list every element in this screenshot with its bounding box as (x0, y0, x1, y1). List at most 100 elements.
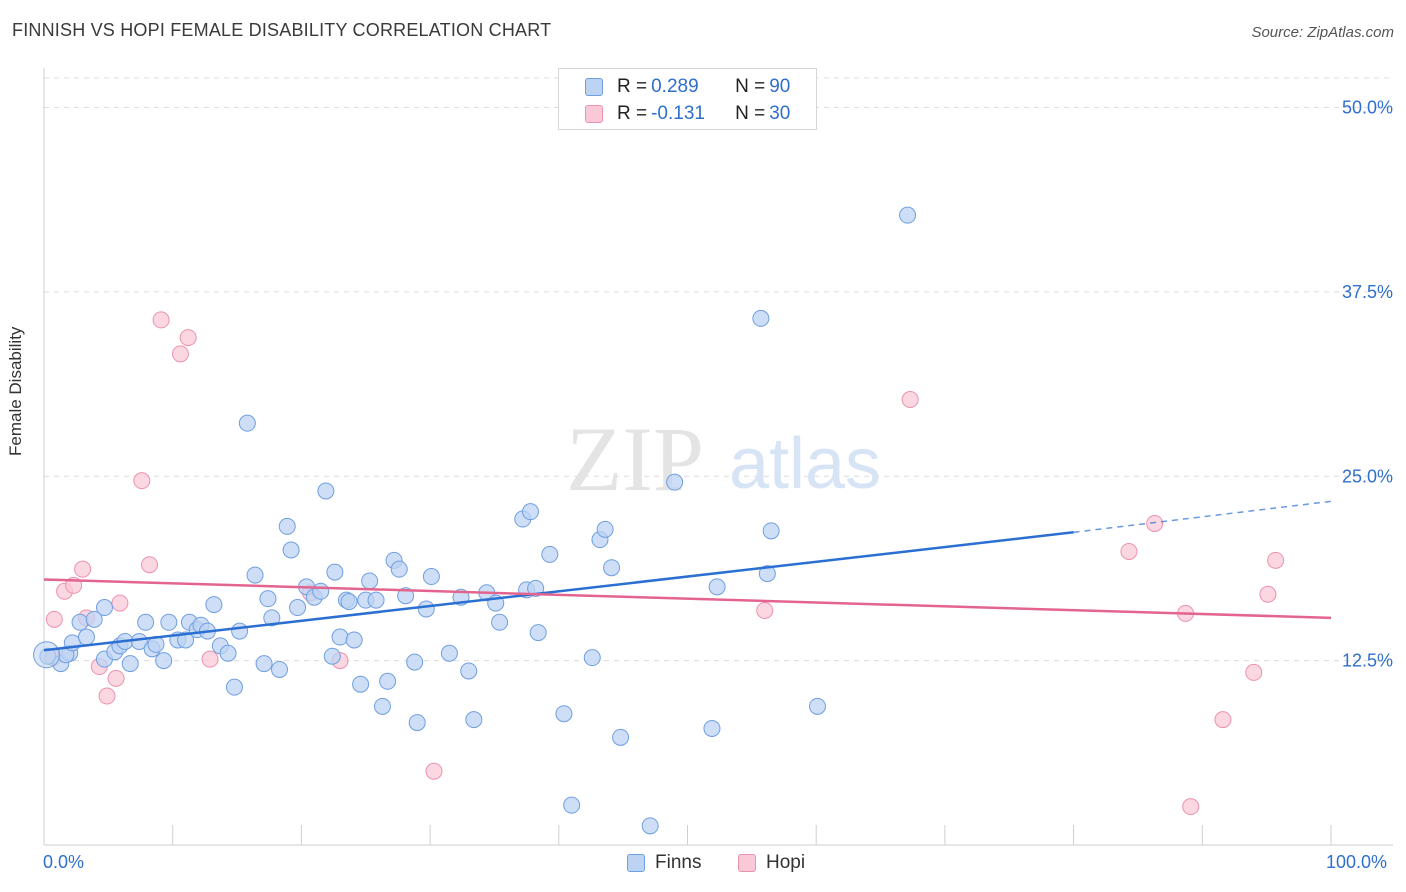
finns-point-62 (422, 568, 440, 586)
finns-point-60 (408, 714, 426, 732)
finns-point-45 (326, 563, 344, 581)
axes (43, 68, 1393, 846)
finns-point-83 (641, 817, 659, 835)
y-tick-label-3: 50.0% (1342, 98, 1393, 118)
finns-point-13 (121, 655, 139, 673)
bottom-finns-swatch (627, 854, 645, 872)
finns-point-86 (703, 719, 721, 737)
hopi-point-19 (756, 601, 774, 619)
finns-point-43 (317, 482, 335, 500)
finns-point-88 (758, 565, 776, 583)
hopi-point-8 (107, 669, 125, 687)
finns-point-37 (278, 517, 296, 535)
finns-point-48 (340, 593, 358, 611)
finns-trend-extension (1073, 500, 1332, 534)
finns-swatch (585, 78, 603, 96)
finns-point-39 (289, 599, 307, 617)
finns-point-30 (231, 622, 249, 640)
finns-point-6 (77, 628, 95, 646)
legend-row-finns: R = 0.289 N = 90 (585, 74, 790, 100)
finns-point-9 (95, 599, 113, 617)
hopi-point-26 (1245, 663, 1263, 681)
finns-point-49 (345, 631, 363, 649)
finns-point-33 (255, 655, 273, 673)
finns-r-label: R = (617, 76, 648, 97)
finns-point-90 (808, 697, 826, 715)
finns-point-66 (465, 711, 483, 729)
finns-cluster-point (33, 641, 61, 669)
hopi-point-21 (1120, 542, 1138, 560)
hopi-point-14 (179, 329, 197, 347)
finns-point-75 (541, 545, 559, 563)
hopi-point-13 (171, 345, 189, 363)
finns-point-38 (282, 541, 300, 559)
hopi-point-20 (901, 391, 919, 409)
finns-point-89 (762, 522, 780, 540)
finns-point-15 (137, 613, 155, 631)
finns-point-63 (440, 644, 458, 662)
finns-point-61 (417, 600, 435, 618)
finns-point-44 (323, 647, 341, 665)
hopi-point-4 (74, 560, 92, 578)
hopi-point-18 (425, 762, 443, 780)
finns-point-50 (352, 675, 370, 693)
finns-point-18 (155, 652, 173, 670)
finns-point-19 (160, 613, 178, 631)
finns-trend-line (43, 531, 1074, 652)
y-axis-label: Female Disability (6, 326, 25, 456)
watermark: ZIP atlas (566, 408, 881, 510)
correlation-legend: R = 0.289 N = 90 R = -0.131 N = 30 (558, 68, 817, 130)
finns-point-82 (612, 728, 630, 746)
y-tick-label-2: 37.5% (1342, 282, 1393, 302)
finns-point-7 (85, 610, 103, 628)
hopi-point-12 (152, 311, 170, 329)
finns-points (33, 206, 917, 835)
finns-point-78 (583, 649, 601, 667)
finns-point-58 (397, 587, 415, 605)
finns-point-65 (460, 662, 478, 680)
finns-point-57 (390, 560, 408, 578)
finns-point-53 (367, 591, 385, 609)
finns-point-29 (225, 678, 243, 696)
bottom-hopi-swatch (738, 854, 756, 872)
finns-point-77 (563, 796, 581, 814)
finns-point-35 (263, 609, 281, 627)
bottom-hopi-label: Hopi (766, 852, 806, 873)
trend-lines (43, 500, 1332, 652)
y-tick-labels: 12.5% 25.0% 37.5% 50.0% (1342, 98, 1393, 671)
x-tick-label-max: 100.0% (1326, 852, 1388, 872)
hopi-point-7 (98, 687, 116, 705)
finns-point-28 (219, 644, 237, 662)
finns-point-76 (555, 705, 573, 723)
hopi-point-9 (111, 594, 129, 612)
hopi-point-25 (1214, 711, 1232, 729)
finns-point-34 (259, 590, 277, 608)
finns-point-69 (491, 613, 509, 631)
hopi-swatch (585, 105, 603, 123)
finns-point-54 (373, 697, 391, 715)
hopi-point-22 (1146, 514, 1164, 532)
bottom-legend-finns: Finns (627, 852, 701, 874)
finns-point-55 (379, 672, 397, 690)
finns-point-91 (899, 206, 917, 224)
hopi-point-11 (141, 556, 159, 574)
finns-point-74 (521, 503, 539, 521)
y-tick-label-0: 12.5% (1342, 651, 1393, 671)
finns-point-85 (708, 578, 726, 596)
chart-source: Source: ZipAtlas.com (1251, 24, 1394, 41)
finns-point-31 (238, 414, 256, 432)
finns-point-5 (71, 613, 89, 631)
y-tick-label-1: 25.0% (1342, 466, 1393, 486)
finns-point-42 (312, 582, 330, 600)
hopi-point-28 (1267, 551, 1285, 569)
hopi-n-label: N = (735, 103, 766, 124)
hopi-point-15 (201, 650, 219, 668)
finns-point-32 (246, 566, 264, 584)
finns-point-26 (205, 596, 223, 614)
x-tick-label-min: 0.0% (43, 852, 85, 872)
bottom-legend-hopi: Hopi (738, 852, 805, 874)
hopi-point-1 (45, 610, 63, 628)
chart-title: FINNISH VS HOPI FEMALE DISABILITY CORREL… (12, 20, 552, 40)
finns-point-52 (361, 572, 379, 590)
